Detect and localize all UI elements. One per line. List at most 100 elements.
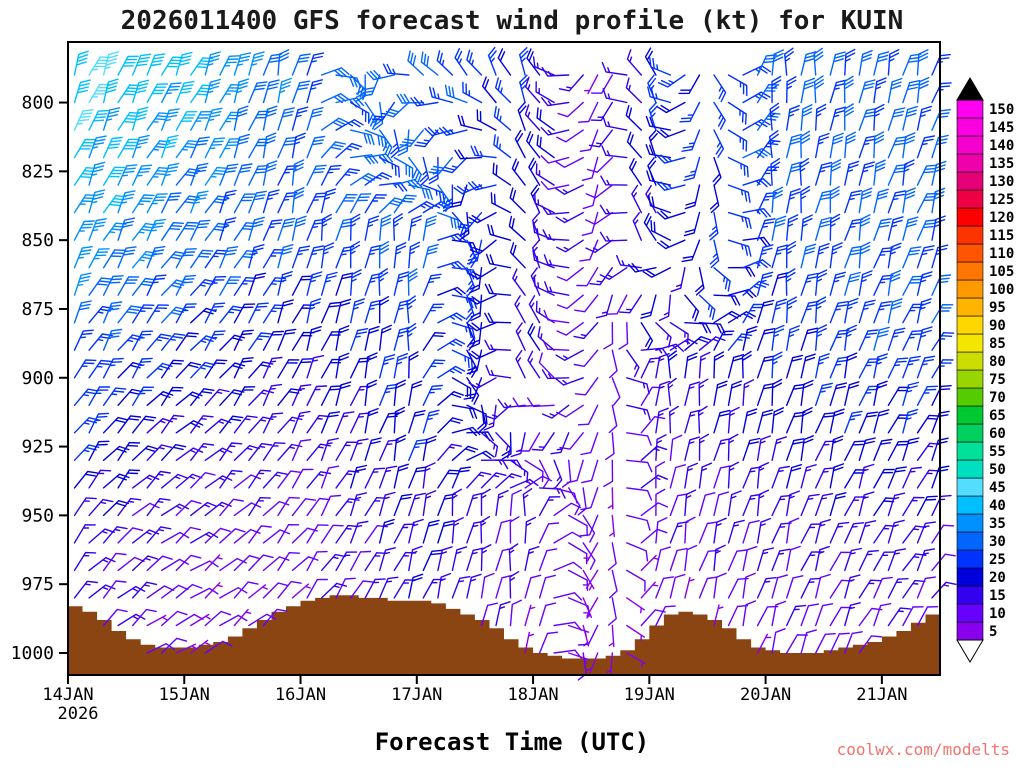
wind-barb [451,546,468,572]
wind-barb [916,385,938,406]
x-tick-label: 16JAN [275,685,326,705]
wind-barb [508,543,519,572]
wind-barb [530,267,541,296]
wind-barb [742,572,756,599]
wind-barb [536,107,555,131]
wind-barb [873,380,888,406]
wind-barb [444,84,468,104]
wind-barb [306,52,325,76]
wind-barb [248,332,272,351]
wind-barb [873,159,886,186]
wind-barb [650,220,672,241]
wind-barb [742,178,772,188]
wind-barb [902,330,923,351]
wind-barb [815,545,830,572]
wind-barb [350,438,369,461]
wind-barb [204,222,229,241]
wind-barb [800,379,814,406]
wind-barb [393,406,406,434]
wind-barb [132,608,157,627]
wind-barb [146,167,170,186]
wind-barb [437,572,452,599]
wind-barb [509,187,526,214]
wind-barb [916,355,936,379]
wind-barb [451,445,479,461]
wind-barb [175,168,201,186]
wind-barb [350,328,369,351]
wind-barb [262,529,290,544]
wind-barb [248,554,274,572]
wind-barb [175,500,202,517]
wind-barb [422,184,446,204]
wind-barb [800,603,820,627]
wind-barb [727,406,740,434]
wind-barb [117,497,142,517]
wind-barb [616,255,642,269]
wind-barb [648,56,672,76]
wind-barb [678,74,701,95]
wind-barb [117,164,138,186]
wind-barb [175,111,198,131]
wind-barb [88,277,112,296]
wind-barb [146,83,169,104]
wind-barb [786,517,800,544]
y-tick-label: 925 [21,437,54,458]
wind-barb [248,469,272,489]
wind-barb [219,498,244,517]
wind-barb [361,74,381,97]
wind-barb [306,497,331,517]
wind-barb [233,581,259,599]
wind-barb [306,355,325,379]
wind-barb [887,190,906,214]
wind-barb [873,409,890,434]
wind-barb [643,212,657,241]
wind-barb [698,462,713,489]
wind-barb [406,323,417,351]
wind-barb [190,613,211,627]
wind-barb [873,131,885,159]
colorbar-label: 60 [989,426,1006,442]
wind-barb [815,467,836,489]
wind-barb [364,215,380,241]
wind-barb [233,502,262,517]
wind-barb [320,385,342,406]
wind-barb [684,436,701,461]
wind-barb [916,326,933,351]
wind-barb [540,181,570,190]
wind-barb [161,558,190,572]
wind-barb [815,269,828,296]
wind-barb [655,576,675,599]
wind-barb [466,49,483,76]
wind-barb [916,219,937,241]
wind-barb [190,415,214,434]
wind-barb [495,574,513,599]
wind-barb [73,580,98,599]
wind-barb [555,211,584,224]
wind-barb [599,231,628,242]
wind-barb [219,138,241,159]
wind-barb [146,304,169,324]
wind-barb [476,109,497,131]
wind-barb [262,556,290,572]
wind-barb [684,544,698,572]
wind-barb [291,527,318,544]
wind-barb [190,531,219,544]
wind-barb [132,386,155,406]
wind-barb [233,163,253,186]
wind-barb [451,267,478,280]
wind-barb [320,141,347,159]
wind-barb [88,386,111,406]
wind-barb [931,134,949,159]
wind-barb [640,474,668,489]
wind-barb [640,416,666,434]
wind-barb [320,524,344,544]
wind-barb [844,352,858,379]
wind-barb [364,299,382,324]
watermark-link[interactable]: coolwx.com/modelts [836,740,1010,759]
colorbar-segment [956,369,984,389]
wind-barb [132,529,160,544]
wind-barb [161,222,184,241]
wind-barb [609,569,618,599]
wind-barb [88,498,114,517]
wind-barb [742,119,771,131]
